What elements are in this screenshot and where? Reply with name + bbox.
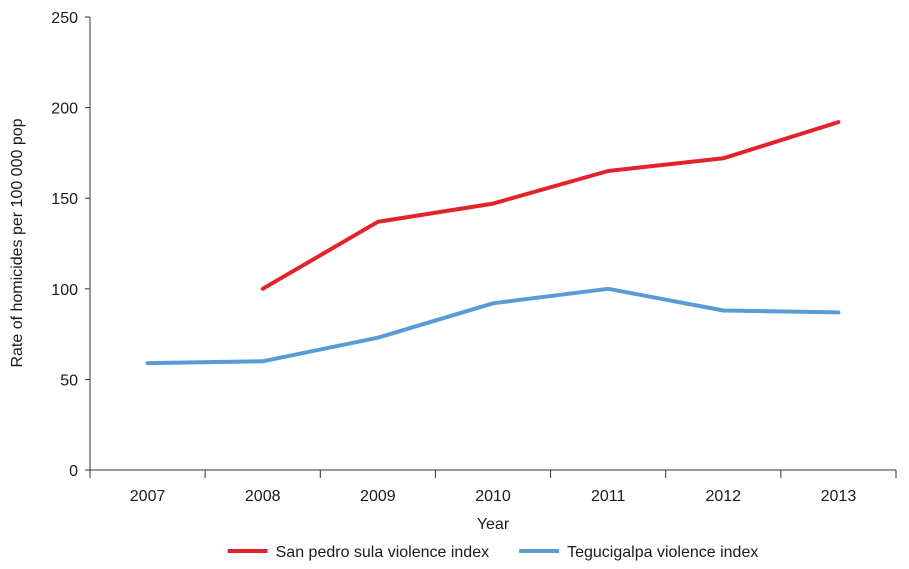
series-line-2 (145, 286, 841, 366)
legend-label: Tegucigalpa violence index (567, 544, 758, 561)
x-tick-label: 2007 (130, 488, 166, 505)
x-axis-title: Year (477, 516, 510, 533)
legend: San pedro sula violence index Tegucigalpa… (227, 544, 758, 561)
y-axis-title: Rate of homicides per 100 000 pop (9, 118, 26, 367)
series-lines (145, 120, 841, 366)
x-tick-label: 2012 (705, 488, 741, 505)
y-ticks: 0 50 100 150 200 250 (51, 10, 90, 480)
y-tick-label: 200 (51, 101, 78, 118)
y-tick-label: 0 (69, 463, 78, 480)
legend-item-1: San pedro sula violence index (227, 544, 489, 561)
y-axis: 0 50 100 150 200 250 (51, 10, 91, 480)
x-tick-label: 2011 (591, 488, 626, 505)
x-tick-label: 2010 (475, 488, 511, 505)
legend-item-2: Tegucigalpa violence index (519, 544, 758, 561)
y-tick-label: 150 (51, 191, 78, 208)
x-axis: 2007 2008 2009 2010 2011 2012 2013 (89, 469, 897, 505)
legend-label: San pedro sula violence index (276, 544, 489, 561)
y-tick-label: 250 (51, 10, 78, 27)
x-tick-label: 2008 (245, 488, 281, 505)
y-tick-label: 100 (51, 282, 78, 299)
series-line-1 (260, 120, 841, 291)
x-tick-label: 2009 (360, 488, 396, 505)
x-ticks: 2007 2008 2009 2010 2011 2012 2013 (89, 470, 897, 505)
x-tick-label: 2013 (821, 488, 857, 505)
y-tick-label: 50 (60, 372, 78, 389)
